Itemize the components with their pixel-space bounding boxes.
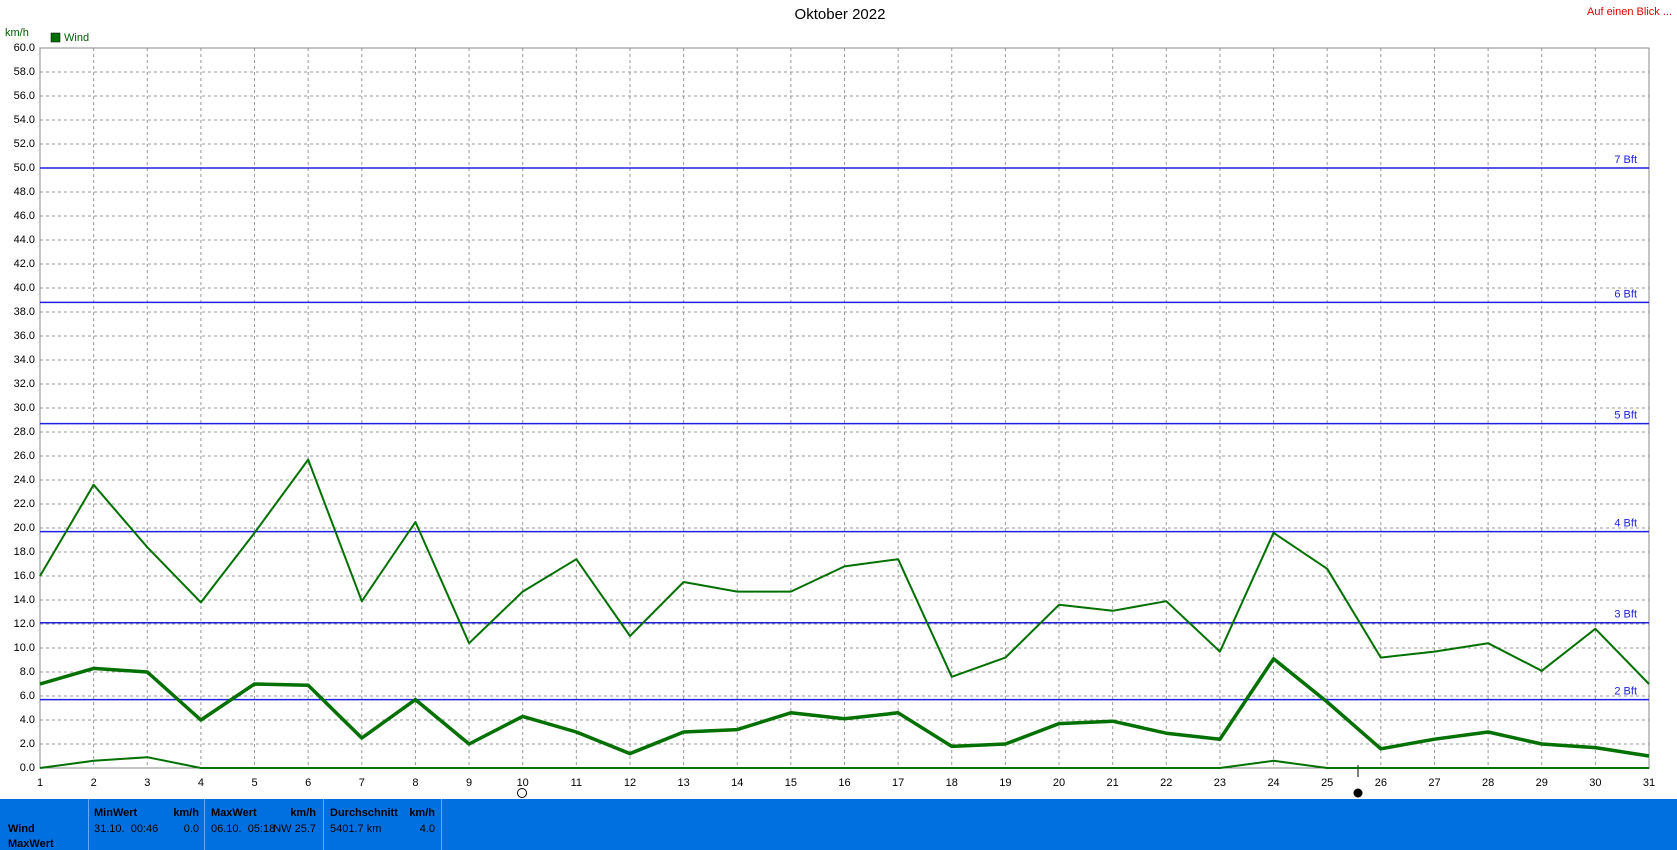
y-tick-label: 50.0 (14, 162, 35, 174)
y-tick-label: 54.0 (14, 114, 35, 126)
separator (323, 799, 324, 850)
moon-icon (517, 788, 527, 798)
y-tick-label: 36.0 (14, 330, 35, 342)
x-tick-label: 11 (571, 777, 582, 789)
separator (441, 799, 442, 850)
x-tick-label: 21 (1107, 777, 1119, 789)
y-tick-label: 40.0 (14, 282, 35, 294)
x-tick-label: 20 (1053, 777, 1065, 789)
y-tick-label: 4.0 (20, 714, 35, 726)
legend-label[interactable]: Wind (64, 32, 89, 44)
x-tick-label: 2 (91, 777, 97, 789)
value: 4.0 (419, 823, 435, 835)
y-tick-label: 6.0 (20, 690, 35, 702)
x-tick-label: 31 (1643, 777, 1655, 789)
value: 0.0 (183, 823, 199, 835)
column-unit: km/h (290, 807, 316, 819)
x-tick-label: 30 (1589, 777, 1601, 789)
y-tick-label: 8.0 (20, 666, 35, 678)
time: 31.10. 00:46 (94, 823, 159, 835)
y-tick-label: 28.0 (14, 426, 35, 438)
separator (88, 799, 89, 850)
y-tick-label: 56.0 (14, 90, 35, 102)
x-tick-label: 5 (251, 777, 257, 789)
x-tick-label: 1 (37, 777, 43, 789)
x-tick-label: 3 (144, 777, 150, 789)
x-tick-label: 4 (198, 777, 204, 789)
y-tick-label: 34.0 (14, 354, 35, 366)
beaufort-label: 4 Bft (1614, 518, 1637, 530)
x-tick-label: 22 (1160, 777, 1172, 789)
x-tick-label: 9 (466, 777, 472, 789)
column-unit: km/h (409, 807, 435, 819)
x-tick-label: 13 (677, 777, 689, 789)
x-tick-label: 23 (1214, 777, 1226, 789)
chart-title: Oktober 2022 (795, 6, 886, 23)
y-tick-label: 30.0 (14, 402, 35, 414)
y-tick-label: 0.0 (20, 762, 35, 774)
separator (204, 799, 205, 850)
moon-icon (1353, 788, 1363, 798)
y-tick-label: 60.0 (14, 42, 35, 54)
beaufort-label: 5 Bft (1614, 410, 1637, 422)
x-tick-label: 26 (1375, 777, 1387, 789)
y-tick-label: 12.0 (14, 618, 35, 630)
column-title: Durchschnitt (330, 807, 398, 819)
x-tick-label: 28 (1482, 777, 1494, 789)
column-title: MinWert (94, 807, 138, 819)
row-label: Wind (8, 823, 35, 835)
y-tick-label: 44.0 (14, 234, 35, 246)
x-tick-label: 29 (1536, 777, 1548, 789)
time: 06.10. 05:18 (211, 823, 276, 835)
beaufort-label: 7 Bft (1614, 154, 1637, 166)
legend-swatch (50, 32, 61, 43)
y-tick-label: 26.0 (14, 450, 35, 462)
stats-panel: Wind MaxWert MinWert km/h 31.10. 00:46 0.0 M… (0, 799, 1677, 850)
x-tick-label: 24 (1267, 777, 1279, 789)
y-tick-label: 20.0 (14, 522, 35, 534)
x-tick-label: 7 (359, 777, 365, 789)
y-axis-label: km/h (5, 27, 29, 39)
wind-line (39, 657, 1650, 758)
wind-line (39, 756, 1649, 769)
y-tick-label: 52.0 (14, 138, 35, 150)
value: NW 25.7 (273, 823, 316, 835)
wind-line (39, 458, 1650, 685)
y-tick-label: 14.0 (14, 594, 35, 606)
column-unit: km/h (173, 807, 199, 819)
x-tick-label: 8 (412, 777, 418, 789)
x-tick-label: 19 (999, 777, 1011, 789)
summary-link[interactable]: Auf einen Blick ... (1587, 6, 1672, 18)
time: 5401.7 km (330, 823, 382, 835)
y-tick-label: 10.0 (14, 642, 35, 654)
y-tick-label: 22.0 (14, 498, 35, 510)
y-tick-label: 48.0 (14, 186, 35, 198)
y-tick-label: 46.0 (14, 210, 35, 222)
y-tick-label: 2.0 (20, 738, 35, 750)
x-tick-label: 15 (785, 777, 797, 789)
y-tick-label: 58.0 (14, 66, 35, 78)
chart: Oktober 2022 Auf einen Blick ... km/h Wi… (5, 6, 1672, 798)
y-tick-label: 16.0 (14, 570, 35, 582)
column-title: MaxWert (211, 807, 257, 819)
x-tick-label: 14 (731, 777, 743, 789)
y-tick-label: 18.0 (14, 546, 35, 558)
x-tick-label: 10 (517, 777, 529, 789)
y-tick-label: 38.0 (14, 306, 35, 318)
y-tick-label: 42.0 (14, 258, 35, 270)
x-tick-label: 27 (1428, 777, 1440, 789)
y-tick-label: 24.0 (14, 474, 35, 486)
x-tick-label: 18 (946, 777, 958, 789)
x-tick-label: 25 (1321, 777, 1333, 789)
x-tick-label: 16 (838, 777, 850, 789)
beaufort-label: 2 Bft (1614, 686, 1637, 698)
y-tick-label: 32.0 (14, 378, 35, 390)
beaufort-label: 6 Bft (1614, 288, 1637, 300)
x-tick-label: 12 (624, 777, 636, 789)
beaufort-label: 3 Bft (1614, 609, 1637, 621)
row-label: MaxWert (8, 838, 54, 850)
x-tick-label: 17 (892, 777, 904, 789)
x-tick-label: 6 (305, 777, 311, 789)
